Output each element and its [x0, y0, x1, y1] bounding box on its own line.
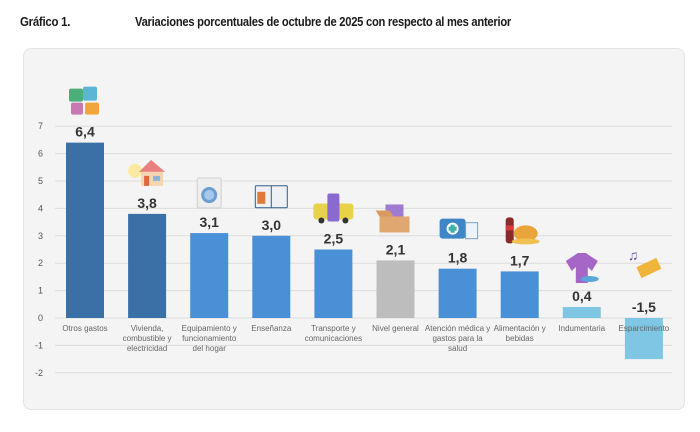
bar [438, 268, 477, 318]
x-tick-label: Enseñanza [251, 324, 292, 333]
y-tick-label: 2 [38, 258, 43, 268]
book-icon [254, 185, 288, 209]
bar [252, 235, 291, 318]
x-tick-label: Nivel general [372, 324, 419, 333]
x-tick-label: comunicaciones [305, 334, 362, 343]
y-tick-label: 0 [38, 313, 43, 323]
bar [562, 307, 601, 318]
x-tick-label: del hogar [193, 344, 227, 353]
svg-text:♫: ♫ [628, 247, 639, 263]
y-tick-label: 5 [38, 176, 43, 186]
bar [190, 233, 229, 318]
x-tick-label: electricidad [127, 344, 167, 353]
data-label: 2,5 [324, 231, 344, 247]
x-tick-label: gastos para la [432, 334, 483, 343]
bar [314, 249, 353, 318]
data-label: 0,4 [572, 288, 592, 304]
bar [376, 260, 415, 318]
data-label: 3,0 [262, 217, 282, 233]
data-label: 3,1 [199, 214, 219, 230]
bar [624, 318, 663, 360]
bar [128, 213, 167, 318]
y-tick-label: 6 [38, 149, 43, 159]
chart-title: Variaciones porcentuales de octubre de 2… [135, 14, 511, 29]
x-tick-label: Esparcimiento [619, 324, 670, 333]
x-tick-label: Vivienda, [131, 324, 164, 333]
x-tick-label: Transporte y [311, 324, 356, 333]
y-tick-label: -1 [35, 340, 43, 350]
box-icon [375, 204, 410, 233]
x-tick-label: Indumentaria [558, 324, 605, 333]
medical-kit-icon [439, 218, 479, 240]
data-label: 6,4 [75, 124, 95, 140]
washing-machine-icon [196, 177, 222, 209]
x-tick-label: combustible y [123, 334, 172, 343]
clothing-icon [565, 253, 599, 284]
y-tick-label: 7 [38, 121, 43, 131]
data-label: -1,5 [632, 299, 656, 315]
house-icon [128, 159, 166, 186]
food-drink-icon [505, 217, 540, 245]
x-tick-label: salud [448, 344, 467, 353]
bar [500, 271, 539, 318]
y-tick-label: 1 [38, 286, 43, 296]
data-label: 2,1 [386, 241, 406, 257]
x-tick-label: bebidas [506, 334, 534, 343]
data-label: 3,8 [137, 195, 157, 211]
puzzle-icon [69, 86, 99, 115]
x-tick-label: Equipamiento y [182, 324, 237, 333]
figure-label: Gráfico 1. [20, 14, 71, 29]
ticket-music-icon: ♫ [628, 247, 662, 279]
y-tick-label: 4 [38, 203, 43, 213]
bar [66, 142, 104, 318]
y-tick-label: 3 [38, 231, 43, 241]
x-tick-label: Atención médica y [425, 324, 490, 333]
x-tick-label: Alimentación y [494, 324, 546, 333]
bus-phone-icon [313, 193, 354, 224]
y-tick-label: -2 [35, 368, 43, 378]
data-label: 1,7 [510, 252, 530, 268]
x-tick-label: Otros gastos [62, 324, 107, 333]
x-tick-label: funcionamiento [182, 334, 237, 343]
data-label: 1,8 [448, 250, 468, 266]
